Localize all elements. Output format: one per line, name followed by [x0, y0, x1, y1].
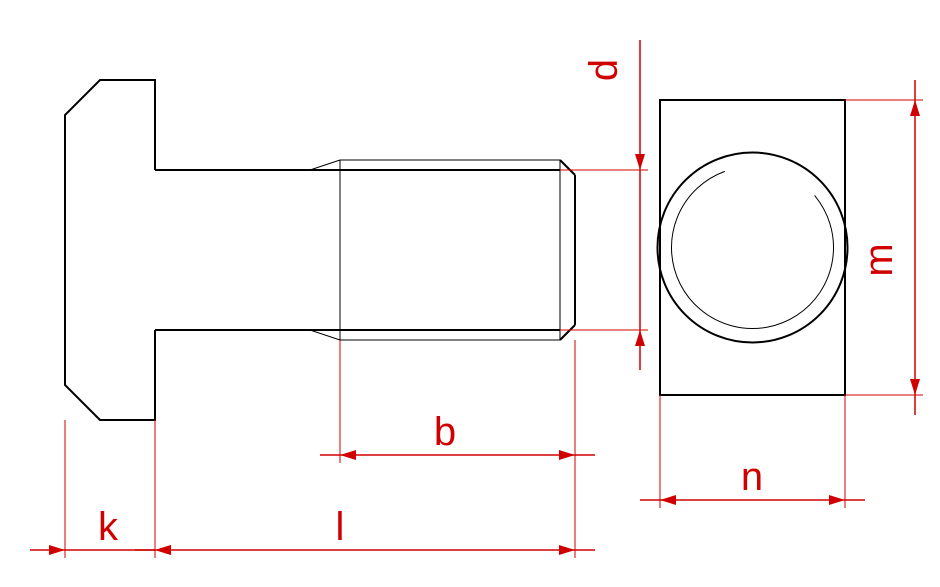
head-top-rect — [660, 100, 845, 395]
bolt-head-outline — [65, 80, 155, 420]
dim-k-label: k — [98, 505, 119, 549]
dim-l-label: l — [336, 505, 345, 549]
shaft-circle — [658, 153, 848, 343]
tip-chamfer-bot — [560, 325, 575, 340]
thread-arc — [672, 171, 834, 328]
dim-n-label: n — [741, 455, 763, 499]
dim-m-label: m — [857, 243, 901, 276]
thread-runout-top — [310, 160, 340, 170]
dim-d-label: d — [582, 59, 626, 81]
thread-runout-bot — [310, 330, 340, 340]
tip-chamfer-top — [560, 160, 575, 175]
engineering-drawing: d b l k n m — [0, 0, 940, 587]
dim-b-label: b — [434, 410, 456, 454]
